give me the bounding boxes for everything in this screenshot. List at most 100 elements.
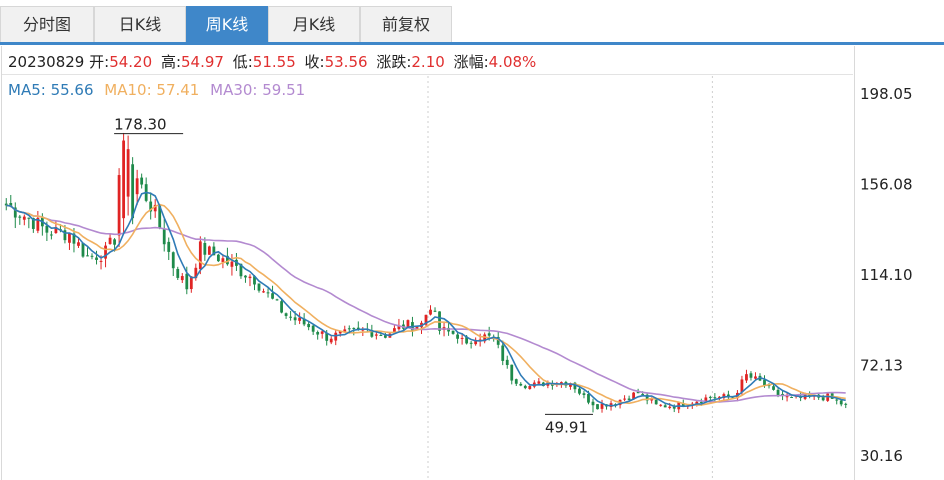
ma5-line <box>6 191 846 408</box>
candle-body-67 <box>307 323 311 328</box>
candle-body-154 <box>699 401 703 403</box>
candle-body-93 <box>424 314 428 325</box>
ma10-legend: MA10: 57.41 <box>104 81 200 99</box>
candle-body-40 <box>185 273 189 290</box>
candle-body-0 <box>4 203 8 206</box>
close-value: 53.56 <box>324 53 368 71</box>
candle-body-166 <box>754 376 757 379</box>
tab-monthly-kline[interactable]: 月K线 <box>268 6 360 42</box>
candle-body-125 <box>569 383 572 387</box>
candle-body-53 <box>244 275 247 278</box>
candle-body-17 <box>81 242 85 257</box>
candle-body-105 <box>478 339 482 341</box>
candle-body-54 <box>248 276 252 279</box>
candle-body-115 <box>523 385 527 389</box>
ohlc-info-row: 20230829 开:54.20 高:54.97 低:51.55 收:53.56… <box>8 51 540 72</box>
period-tabs: 分时图 日K线 周K线 月K线 前复权 <box>0 0 944 44</box>
candle-body-160 <box>726 394 730 397</box>
candle-body-156 <box>708 396 712 398</box>
candle-body-72 <box>329 338 333 343</box>
candle-body-83 <box>379 335 383 337</box>
candle-body-24 <box>113 239 116 245</box>
candle-body-148 <box>672 406 676 409</box>
candle-body-184 <box>835 399 839 401</box>
candle-body-52 <box>239 263 243 277</box>
candle-body-109 <box>496 336 500 345</box>
candle-body-86 <box>393 328 396 332</box>
candle-body-84 <box>383 335 387 338</box>
candle-body-38 <box>176 268 180 278</box>
candle-body-123 <box>560 382 563 384</box>
tab-daily-kline[interactable]: 日K线 <box>94 6 186 42</box>
candle-body-129 <box>587 393 590 403</box>
candle-body-173 <box>785 396 789 398</box>
candle-body-142 <box>645 394 649 401</box>
y-tick-label-3: 72.13 <box>860 357 903 375</box>
candle-body-127 <box>578 388 581 394</box>
candle-body-69 <box>316 332 320 335</box>
candle-body-186 <box>844 403 848 405</box>
open-label: 开: <box>89 53 110 71</box>
candle-body-74 <box>338 331 342 334</box>
candle-body-89 <box>406 320 410 328</box>
pct-value: 4.08% <box>488 53 537 71</box>
candle-body-27 <box>126 149 130 197</box>
candle-body-76 <box>347 328 351 330</box>
candle-body-77 <box>352 327 356 329</box>
tab-intraday[interactable]: 分时图 <box>0 6 94 42</box>
candle-body-57 <box>262 291 265 293</box>
candle-body-73 <box>334 332 338 341</box>
y-tick-label-0: 198.05 <box>860 85 913 103</box>
candle-body-62 <box>284 313 288 316</box>
candle-body-6 <box>31 217 35 229</box>
candle-body-25 <box>117 175 121 236</box>
candle-body-44 <box>203 242 207 255</box>
low-value: 51.55 <box>252 53 296 71</box>
candle-body-16 <box>77 242 80 246</box>
candle-body-22 <box>104 245 107 259</box>
candle-body-58 <box>266 292 270 294</box>
candle-body-170 <box>772 386 775 390</box>
candle-body-146 <box>663 405 667 408</box>
candle-body-111 <box>505 359 509 366</box>
candle-body-157 <box>713 397 717 399</box>
candle-body-11 <box>54 227 58 234</box>
candle-body-43 <box>198 241 202 270</box>
candle-body-9 <box>45 225 49 233</box>
ma30-legend: MA30: 59.51 <box>210 81 306 99</box>
candle-body-143 <box>650 399 654 401</box>
candle-body-65 <box>298 317 302 321</box>
candle-body-110 <box>501 345 505 361</box>
candle-body-116 <box>528 386 532 389</box>
candle-body-107 <box>487 333 491 336</box>
candle-body-169 <box>767 385 771 387</box>
candle-body-95 <box>433 310 437 312</box>
tab-weekly-kline[interactable]: 周K线 <box>186 6 268 42</box>
candle-body-101 <box>460 337 464 339</box>
candle-body-113 <box>514 379 518 384</box>
candle-body-104 <box>474 339 478 345</box>
candle-body-71 <box>325 332 329 341</box>
candle-body-128 <box>582 393 586 395</box>
candle-body-168 <box>763 379 766 386</box>
change-value: 2.10 <box>411 53 445 71</box>
info-date: 20230829 <box>8 53 85 71</box>
chart-frame <box>1 46 855 480</box>
candle-body-37 <box>171 252 175 269</box>
candle-body-4 <box>22 216 26 220</box>
candle-body-114 <box>519 383 523 386</box>
candle-body-10 <box>49 234 53 236</box>
info-separator <box>2 74 853 75</box>
candle-body-56 <box>257 283 261 291</box>
candle-body-13 <box>63 230 67 241</box>
candle-body-36 <box>167 241 171 252</box>
candle-body-66 <box>302 318 306 325</box>
candle-body-45 <box>207 246 211 255</box>
tab-forward-adjusted[interactable]: 前复权 <box>360 6 452 42</box>
candle-body-41 <box>189 276 193 290</box>
close-label: 收: <box>304 53 325 71</box>
candle-body-147 <box>668 406 672 408</box>
candle-body-103 <box>469 342 473 344</box>
pct-label: 涨幅: <box>453 53 489 71</box>
